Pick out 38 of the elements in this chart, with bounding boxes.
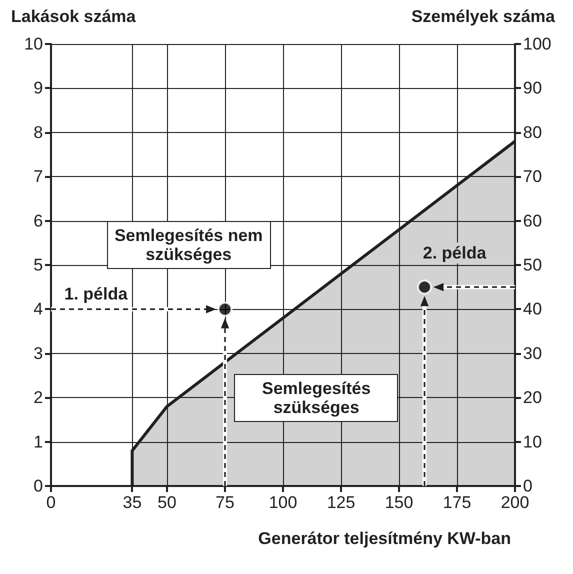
annotation: 1. példa (61, 284, 131, 305)
annotation: 2. példa (420, 242, 490, 264)
x-tick-label: 200 (500, 493, 530, 512)
y-tick-label: 2 (34, 388, 43, 408)
y-tick-label: 7 (34, 167, 43, 186)
x-tick-label: 175 (442, 493, 472, 512)
y-tick-label: 9 (34, 78, 43, 98)
x-tick-label: 150 (384, 493, 414, 512)
y2-tick-label: 40 (523, 300, 542, 319)
y2-tick-label: 10 (523, 432, 542, 452)
text-box: Semlegesítés nem szükséges (106, 221, 271, 270)
y-axis-title: Lakások száma (11, 7, 136, 26)
y-tick-label: 3 (34, 344, 43, 363)
y2-tick-label: 100 (523, 34, 552, 54)
y-tick-label: 5 (34, 256, 43, 274)
x-tick-label: 0 (46, 493, 56, 512)
x-tick-label: 75 (216, 493, 234, 512)
y-tick-label: 1 (34, 432, 43, 452)
x-tick-label: 125 (326, 493, 356, 512)
y-tick-label: 10 (24, 34, 43, 54)
x-tick-label: 50 (158, 493, 176, 512)
text-box: Semlegesítés szükséges (234, 374, 398, 422)
y-tick-label: 0 (34, 476, 43, 496)
x-axis-title: Generátor teljesítmény KW-ban (258, 529, 511, 548)
y-tick-label: 4 (34, 300, 43, 319)
y2-tick-label: 50 (523, 256, 542, 274)
y2-tick-label: 90 (523, 78, 542, 98)
y-tick-label: 6 (34, 211, 43, 230)
y2-tick-label: 70 (523, 167, 542, 186)
y-tick-label: 8 (34, 122, 43, 142)
y2-tick-label: 60 (523, 211, 542, 230)
x-tick-label: 100 (268, 493, 298, 512)
y2-tick-label: 30 (523, 344, 542, 363)
y2-tick-label: 20 (523, 388, 542, 408)
y2-axis-title: Személyek száma (411, 7, 556, 26)
y2-tick-label: 0 (523, 476, 532, 496)
x-tick-label: 35 (122, 493, 142, 512)
y2-tick-label: 80 (523, 122, 542, 142)
